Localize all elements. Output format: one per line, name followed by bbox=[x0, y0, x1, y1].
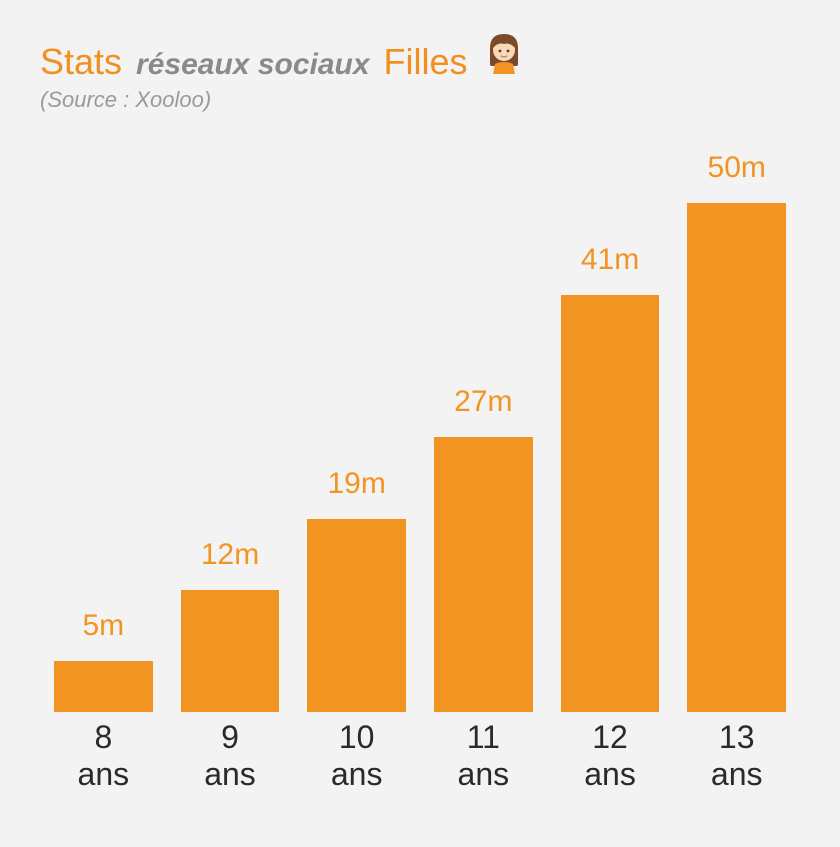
bar-value-label: 27m bbox=[454, 385, 512, 419]
girl-face-icon bbox=[484, 30, 524, 79]
category-label: 11ans bbox=[420, 719, 547, 793]
category-label: 8ans bbox=[40, 719, 167, 793]
source-line: (Source : Xooloo) bbox=[40, 87, 800, 113]
bar-group: 19m bbox=[293, 467, 420, 712]
bar-value-label: 19m bbox=[328, 467, 386, 501]
bar bbox=[687, 203, 786, 712]
title-subtitle: réseaux sociaux bbox=[136, 48, 369, 82]
bar bbox=[561, 295, 660, 712]
bar-value-label: 5m bbox=[82, 609, 124, 643]
bar-group: 12m bbox=[167, 538, 294, 712]
bar bbox=[54, 661, 153, 712]
bar-group: 5m bbox=[40, 609, 167, 712]
category-labels-row: 8ans9ans10ans11ans12ans13ans bbox=[40, 713, 800, 793]
bar-chart: 5m 12m 19m 27m 41m 50m 8ans9ans10ans11ans12an… bbox=[40, 153, 800, 793]
bar bbox=[307, 519, 406, 712]
category-label: 10ans bbox=[293, 719, 420, 793]
category-label: 13ans bbox=[673, 719, 800, 793]
bar-value-label: 50m bbox=[708, 151, 766, 185]
category-label: 12ans bbox=[547, 719, 674, 793]
title-row: Stats réseaux sociaux Filles bbox=[40, 30, 800, 83]
bar-value-label: 41m bbox=[581, 243, 639, 277]
category-label: 9ans bbox=[167, 719, 294, 793]
title-stats-word: Stats bbox=[40, 41, 122, 83]
bar-group: 50m bbox=[673, 151, 800, 712]
bar-group: 41m bbox=[547, 243, 674, 712]
bar bbox=[181, 590, 280, 712]
bar bbox=[434, 437, 533, 712]
bar-group: 27m bbox=[420, 385, 547, 712]
bar-value-label: 12m bbox=[201, 538, 259, 572]
title-accent-word: Filles bbox=[384, 41, 468, 83]
